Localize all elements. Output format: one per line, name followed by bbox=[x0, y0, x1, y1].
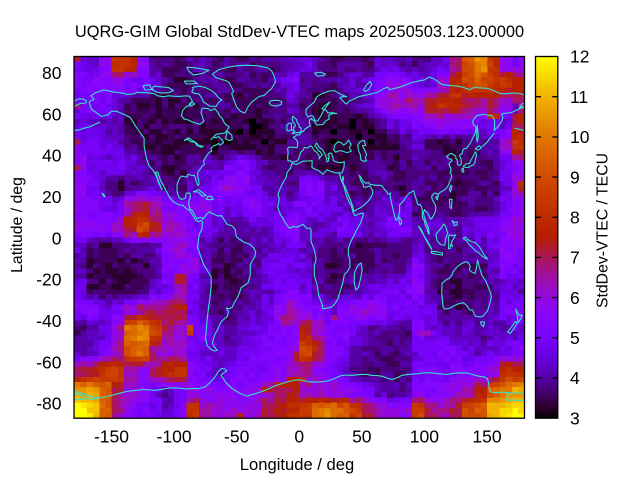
svg-text:5: 5 bbox=[570, 328, 580, 348]
svg-text:Longitude / deg: Longitude / deg bbox=[240, 455, 354, 474]
svg-text:50: 50 bbox=[352, 427, 372, 447]
svg-text:150: 150 bbox=[472, 427, 501, 447]
svg-text:-150: -150 bbox=[94, 427, 129, 447]
svg-text:6: 6 bbox=[570, 288, 580, 308]
svg-text:StdDev-VTEC / TECU: StdDev-VTEC / TECU bbox=[595, 153, 612, 308]
svg-text:3: 3 bbox=[570, 408, 580, 428]
svg-text:7: 7 bbox=[570, 248, 580, 268]
svg-text:80: 80 bbox=[42, 63, 62, 83]
svg-text:8: 8 bbox=[570, 208, 580, 228]
svg-text:0: 0 bbox=[294, 427, 304, 447]
svg-text:UQRG-GIM Global StdDev-VTEC ma: UQRG-GIM Global StdDev-VTEC maps 2025050… bbox=[75, 23, 524, 41]
svg-text:40: 40 bbox=[42, 146, 62, 166]
svg-text:9: 9 bbox=[570, 167, 580, 187]
svg-text:60: 60 bbox=[42, 104, 62, 124]
svg-text:-20: -20 bbox=[36, 270, 62, 290]
svg-text:10: 10 bbox=[570, 127, 590, 147]
svg-text:-80: -80 bbox=[36, 394, 62, 414]
svg-text:-40: -40 bbox=[36, 311, 62, 331]
svg-text:4: 4 bbox=[570, 368, 580, 388]
svg-text:12: 12 bbox=[570, 47, 589, 67]
svg-text:0: 0 bbox=[52, 228, 62, 248]
svg-text:20: 20 bbox=[42, 187, 62, 207]
svg-text:-100: -100 bbox=[157, 427, 192, 447]
svg-text:11: 11 bbox=[570, 87, 588, 107]
svg-text:-60: -60 bbox=[36, 352, 62, 372]
svg-text:-50: -50 bbox=[224, 427, 250, 447]
svg-text:100: 100 bbox=[410, 427, 439, 447]
svg-text:Latitude / deg: Latitude / deg bbox=[9, 177, 26, 273]
